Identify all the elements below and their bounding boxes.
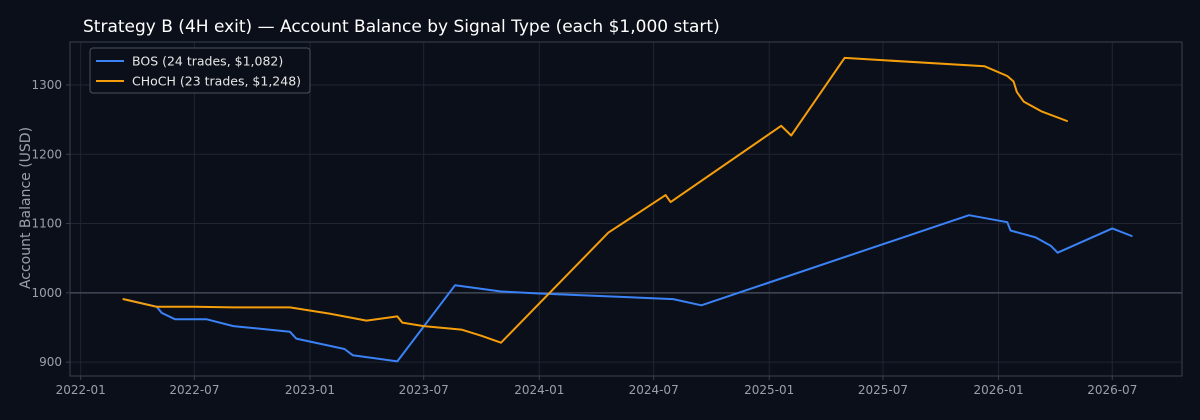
data-point	[423, 325, 425, 327]
series-layer	[122, 56, 1133, 363]
data-point	[844, 57, 846, 59]
legend: BOS (24 trades, $1,082) CHoCH (23 trades…	[89, 47, 311, 94]
x-tick-label: 2024-07	[629, 383, 679, 397]
series-line-bos	[125, 214, 1133, 363]
data-point	[295, 338, 297, 340]
data-point	[454, 284, 456, 286]
x-tick-label: 2023-07	[399, 383, 449, 397]
legend-label-bos: BOS (24 trades, $1,082)	[132, 54, 283, 69]
data-point	[500, 291, 502, 293]
data-point	[329, 313, 331, 315]
data-point	[232, 325, 234, 327]
data-point	[1066, 120, 1068, 122]
data-point	[1057, 252, 1059, 254]
data-point	[1050, 245, 1052, 247]
data-point	[193, 306, 195, 308]
plot-frame	[69, 41, 1183, 377]
data-point	[1111, 227, 1113, 229]
data-point	[174, 318, 176, 320]
data-point	[232, 306, 234, 308]
series-line-choch	[122, 56, 1068, 344]
data-point	[1023, 101, 1025, 103]
data-point	[1013, 81, 1015, 83]
data-point	[155, 306, 157, 308]
data-point	[1016, 91, 1018, 93]
data-point	[700, 304, 702, 306]
data-point	[289, 331, 291, 333]
y-tick-label: 1200	[31, 147, 62, 161]
x-tick-label: 2025-07	[858, 383, 908, 397]
chart-title: Strategy B (4H exit) — Account Balance b…	[83, 17, 720, 37]
axes-layer: 2022-01 2022-07 2023-01 2023-07 2024-01 2024-…	[31, 41, 1183, 397]
data-point	[790, 135, 792, 137]
data-point	[481, 335, 483, 337]
y-tick-label: 1300	[31, 78, 62, 92]
data-point	[665, 194, 667, 196]
y-tick-label: 1000	[31, 286, 62, 300]
x-tick-label: 2025-01	[744, 383, 794, 397]
data-point	[1010, 230, 1012, 232]
data-point	[500, 342, 502, 344]
data-point	[161, 312, 163, 314]
x-tick-label: 2026-07	[1087, 383, 1137, 397]
y-tick-label: 1100	[31, 217, 62, 231]
legend-box	[89, 47, 311, 94]
data-point	[122, 298, 124, 300]
x-tick-label: 2022-07	[169, 383, 219, 397]
data-point	[396, 315, 398, 317]
data-point	[396, 360, 398, 362]
data-point	[768, 282, 770, 284]
x-tick-label: 2024-01	[514, 383, 564, 397]
data-point	[289, 306, 291, 308]
x-tick-label: 2026-01	[973, 383, 1023, 397]
data-point	[670, 201, 672, 203]
x-tick-label: 2022-01	[56, 383, 106, 397]
y-tick-label: 900	[39, 355, 62, 369]
data-point	[1006, 221, 1008, 223]
data-point	[352, 354, 354, 356]
data-point	[460, 329, 462, 331]
data-point	[984, 65, 986, 67]
x-tick-label: 2023-01	[285, 383, 335, 397]
data-point	[672, 298, 674, 300]
data-point	[1006, 75, 1008, 77]
data-point	[607, 232, 609, 234]
data-point	[366, 320, 368, 322]
data-point	[344, 348, 346, 350]
data-point	[401, 322, 403, 324]
y-axis-label: Account Balance (USD)	[18, 127, 34, 289]
data-point	[205, 318, 207, 320]
data-point	[1035, 236, 1037, 238]
grid-layer	[70, 42, 1182, 376]
data-point	[1131, 235, 1133, 237]
legend-label-choch: CHoCH (23 trades, $1,248)	[132, 74, 301, 89]
data-point	[1040, 110, 1042, 112]
data-point	[538, 293, 540, 295]
data-point	[968, 214, 970, 216]
data-point	[780, 125, 782, 127]
